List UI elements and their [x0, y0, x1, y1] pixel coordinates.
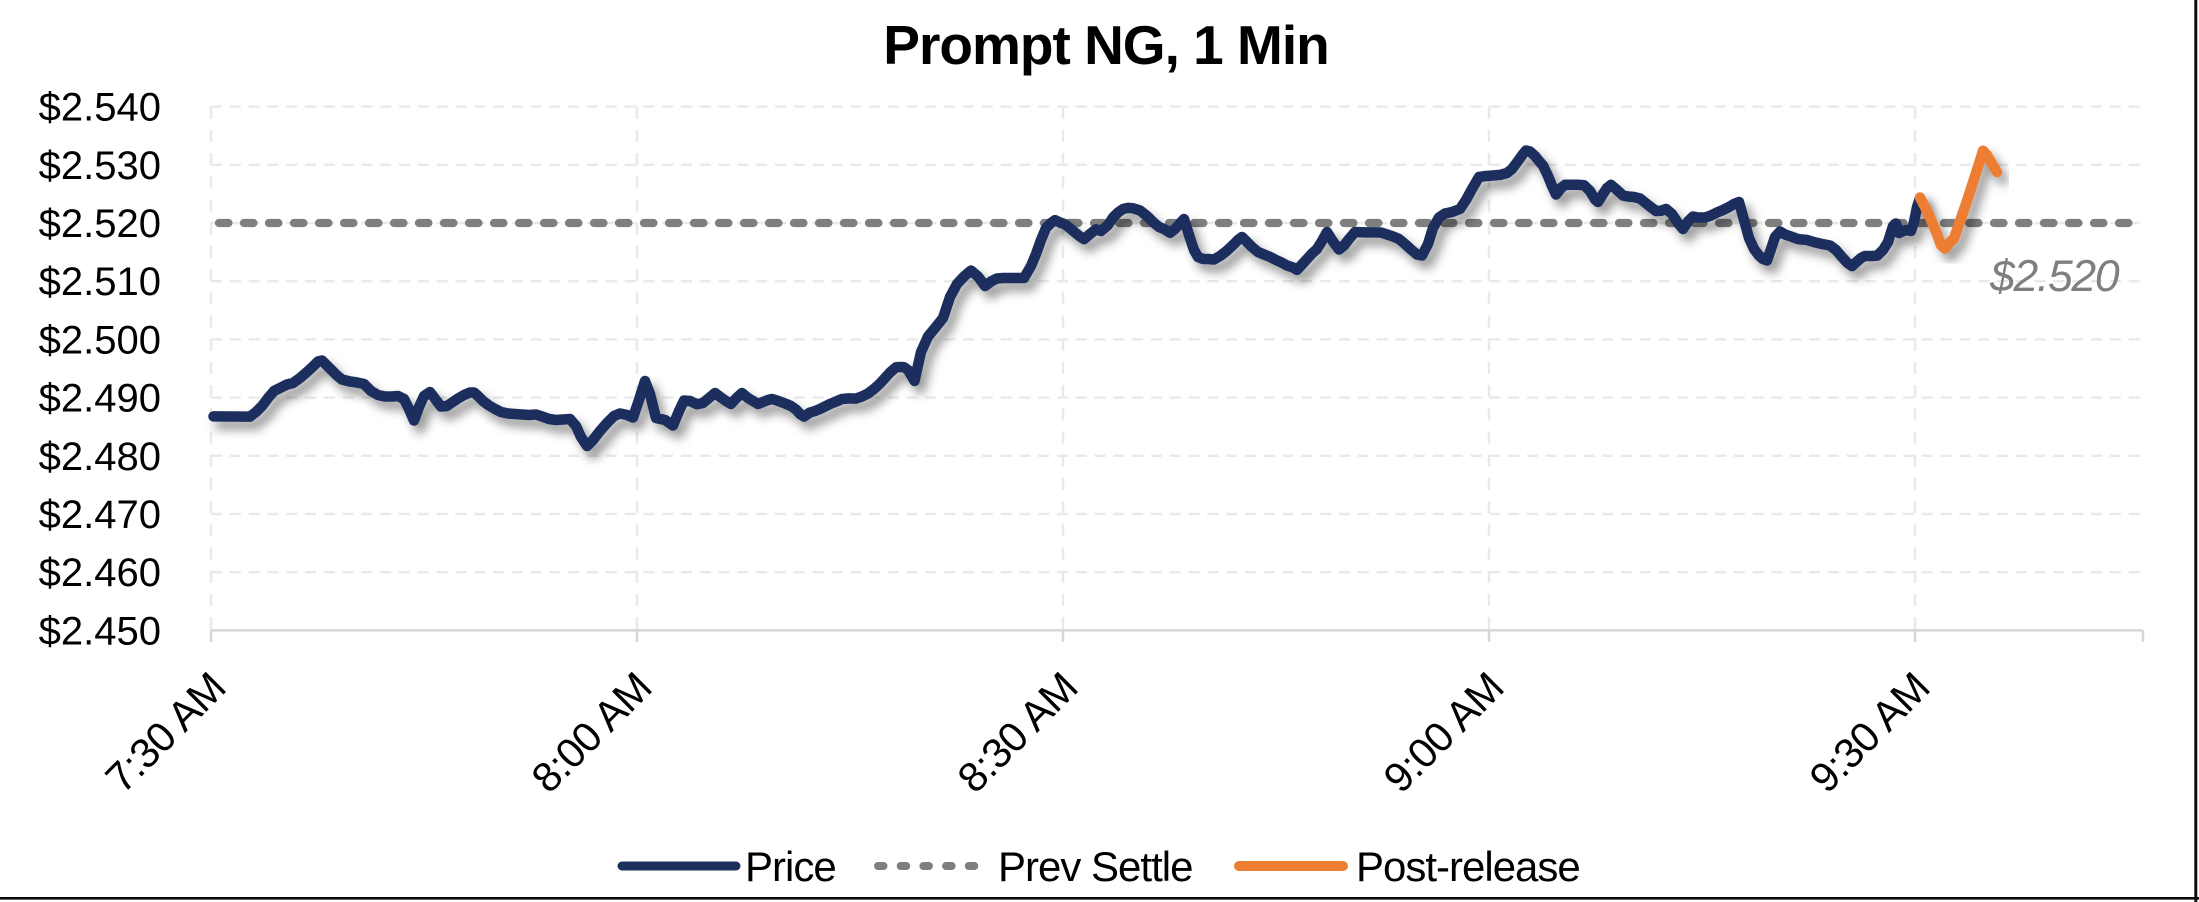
svg-text:Prompt NG, 1 Min: Prompt NG, 1 Min [883, 14, 1328, 76]
svg-text:$2.450: $2.450 [39, 609, 161, 653]
svg-text:Price: Price [745, 843, 836, 890]
svg-text:$2.500: $2.500 [39, 318, 161, 362]
svg-text:Post-release: Post-release [1356, 843, 1580, 890]
svg-text:$2.470: $2.470 [39, 493, 161, 537]
svg-text:$2.490: $2.490 [39, 377, 161, 421]
svg-text:Prev Settle: Prev Settle [998, 843, 1192, 890]
svg-text:$2.460: $2.460 [39, 551, 161, 595]
svg-text:$2.540: $2.540 [39, 86, 161, 130]
svg-text:$2.480: $2.480 [39, 435, 161, 479]
svg-text:$2.520: $2.520 [39, 202, 161, 246]
svg-text:$2.510: $2.510 [39, 260, 161, 304]
svg-text:$2.530: $2.530 [39, 144, 161, 188]
svg-text:$2.520: $2.520 [1989, 252, 2120, 301]
